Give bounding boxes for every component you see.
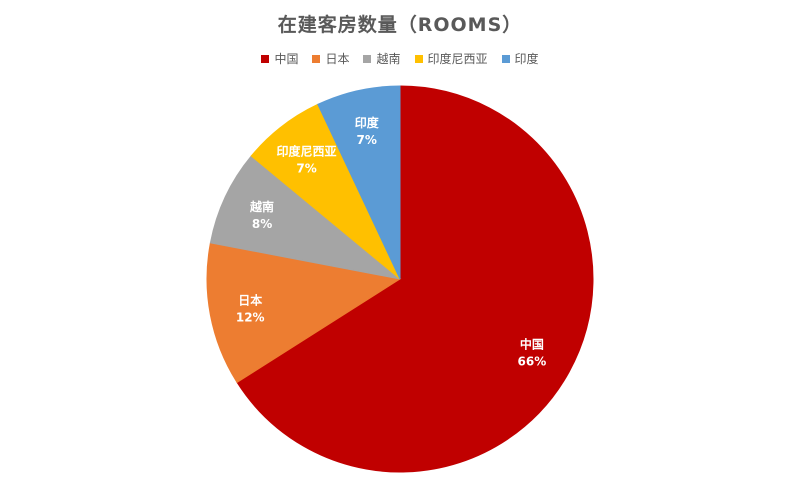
slice-name-label: 日本: [238, 293, 262, 308]
slice-percent-label: 12%: [236, 311, 265, 325]
legend-label: 中国: [274, 52, 299, 66]
legend-label: 印度: [514, 52, 539, 66]
slice-name-label: 印度尼西亚: [277, 144, 337, 159]
slice-name-label: 印度: [355, 115, 380, 130]
pie-slice: [236, 85, 594, 473]
pie-slice: [209, 155, 401, 280]
slice-percent-label: 7%: [357, 133, 377, 147]
slice-name-label: 中国: [520, 337, 544, 352]
slice-name-label: 越南: [249, 199, 274, 214]
legend-label: 日本: [325, 52, 350, 66]
legend-item: 印度: [501, 50, 539, 67]
legend-swatch: [312, 54, 321, 63]
legend-item: 日本: [312, 50, 349, 67]
legend-swatch: [501, 54, 510, 63]
legend-item: 中国: [261, 50, 298, 67]
legend-swatch: [363, 54, 372, 63]
legend-label: 越南: [376, 52, 401, 66]
legend-item: 印度尼西亚: [414, 50, 488, 67]
slice-percent-label: 8%: [252, 217, 272, 231]
legend-label: 印度尼西亚: [427, 52, 488, 66]
legend-swatch: [261, 54, 270, 63]
legend-item: 越南: [363, 50, 401, 67]
legend: 中国 日本 越南 印度尼西亚 印度: [0, 50, 800, 67]
legend-swatch: [414, 54, 423, 63]
pie-slice: [206, 242, 402, 384]
slice-percent-label: 7%: [296, 162, 316, 176]
slice-percent-label: 66%: [518, 355, 547, 369]
chart-title: 在建客房数量（ROOMS）: [277, 14, 523, 36]
pie-slice: [317, 85, 401, 280]
